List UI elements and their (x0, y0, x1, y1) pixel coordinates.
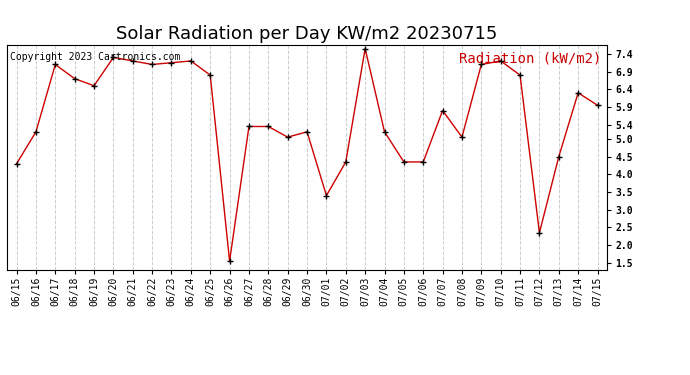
Text: Radiation (kW/m2): Radiation (kW/m2) (459, 52, 601, 66)
Title: Solar Radiation per Day KW/m2 20230715: Solar Radiation per Day KW/m2 20230715 (117, 26, 497, 44)
Text: Copyright 2023 Cartronics.com: Copyright 2023 Cartronics.com (10, 52, 180, 62)
